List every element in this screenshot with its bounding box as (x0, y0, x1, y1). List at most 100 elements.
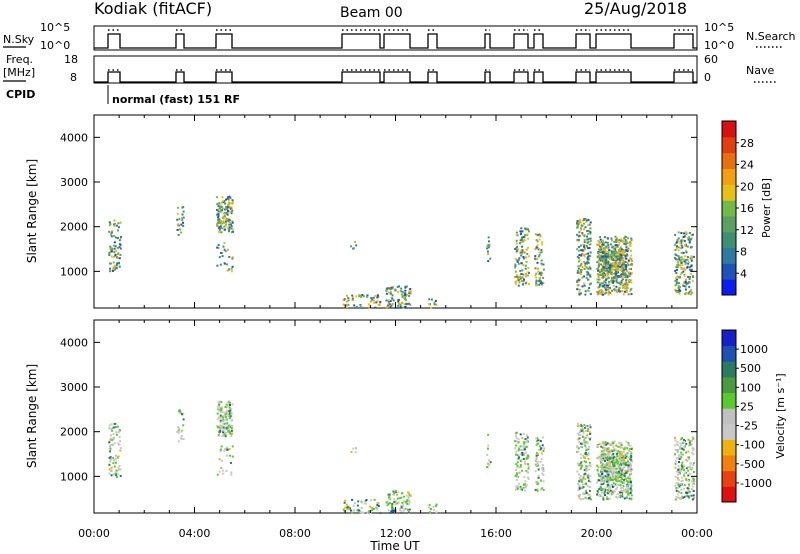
power-echo (677, 237, 680, 240)
velocity-echo (600, 459, 603, 462)
velocity-echo (683, 473, 685, 476)
power-echo (599, 245, 601, 248)
velocity-echo (408, 493, 411, 496)
velocity-echo (359, 511, 362, 514)
power-echo (578, 259, 581, 261)
velocity-echo (621, 490, 624, 493)
power-x-ticks (93, 115, 698, 308)
power-echo (397, 306, 400, 309)
power-echo (352, 247, 354, 250)
power-echo (625, 241, 628, 244)
power-echo (515, 231, 518, 234)
velocity-echo (385, 501, 388, 504)
velocity-colorbar-segment (722, 470, 736, 487)
power-echo (686, 237, 689, 240)
power-echo (588, 283, 591, 286)
power-echo (622, 293, 625, 296)
velocity-echo (349, 509, 352, 512)
velocity-echo (115, 433, 118, 436)
power-echo (587, 224, 590, 227)
power-echo (614, 239, 617, 242)
velocity-echo (628, 483, 631, 485)
velocity-echo (620, 444, 623, 446)
velocity-echo (627, 480, 630, 483)
power-echo (226, 197, 229, 200)
power-echo (373, 302, 376, 304)
power-echo (118, 226, 120, 229)
power-echo (596, 267, 599, 270)
power-echo (611, 255, 614, 258)
velocity-echo (373, 507, 375, 510)
velocity-echo (515, 485, 518, 488)
velocity-echo (404, 501, 407, 504)
velocity-echo (363, 502, 366, 505)
power-echo (621, 267, 624, 270)
power-colorbar-segment (722, 215, 736, 233)
velocity-echo (109, 437, 112, 440)
power-echo (621, 272, 624, 274)
power-echo (489, 257, 492, 260)
velocity-echo (621, 471, 624, 474)
velocity-echo (596, 468, 599, 471)
power-echo (675, 278, 678, 281)
power-echo (684, 268, 686, 271)
power-echo (118, 261, 120, 264)
power-echo (536, 234, 539, 237)
power-echo (409, 303, 412, 306)
power-echo (616, 245, 619, 248)
power-y-tick-label-3: 4000 (60, 131, 88, 144)
power-echo (617, 275, 620, 277)
velocity-echo (579, 434, 582, 436)
power-echo (608, 257, 611, 260)
velocity-echo (619, 453, 622, 456)
velocity-echo (542, 488, 545, 491)
power-echo (224, 208, 226, 211)
velocity-echo (108, 441, 111, 444)
velocity-echo (615, 467, 618, 470)
power-echo (397, 300, 400, 303)
power-echo (428, 303, 431, 306)
velocity-echo (119, 447, 122, 450)
power-echo (182, 224, 185, 227)
power-echo (576, 222, 578, 225)
power-echo (228, 195, 231, 198)
power-echo (177, 206, 180, 209)
velocity-echo (584, 478, 587, 481)
velocity-echo (611, 476, 614, 479)
power-echo (677, 286, 680, 289)
power-echo (112, 261, 115, 264)
velocity-echo (601, 491, 603, 494)
velocity-echo (611, 450, 614, 452)
power-echo (584, 217, 587, 220)
power-echo (623, 273, 626, 276)
power-echo (216, 264, 219, 267)
power-echo (584, 293, 587, 296)
velocity-echo (621, 495, 624, 498)
velocity-echo (354, 502, 356, 505)
power-echo (539, 282, 542, 285)
power-echo (538, 272, 541, 275)
velocity-echo (537, 449, 540, 452)
velocity-echo (581, 429, 584, 431)
power-echo (675, 291, 678, 293)
power-echo (588, 247, 591, 249)
power-colorbar-label: Power [dB] (760, 178, 773, 238)
velocity-echo (515, 440, 518, 443)
velocity-echo (352, 504, 355, 507)
power-echo (228, 223, 231, 226)
velocity-echo (589, 431, 592, 434)
power-echo (387, 299, 390, 302)
power-colorbar-segment (722, 168, 736, 185)
velocity-echo (527, 477, 530, 480)
power-echo (607, 276, 610, 279)
power-echo (536, 261, 539, 264)
power-echo (540, 241, 543, 244)
velocity-echo (691, 467, 694, 469)
velocity-echo (391, 505, 394, 507)
power-echo (231, 220, 234, 223)
velocity-echo (117, 455, 120, 458)
velocity-echo (677, 484, 680, 486)
power-echo (576, 248, 579, 251)
power-echo (625, 274, 628, 277)
velocity-echo (676, 486, 679, 489)
